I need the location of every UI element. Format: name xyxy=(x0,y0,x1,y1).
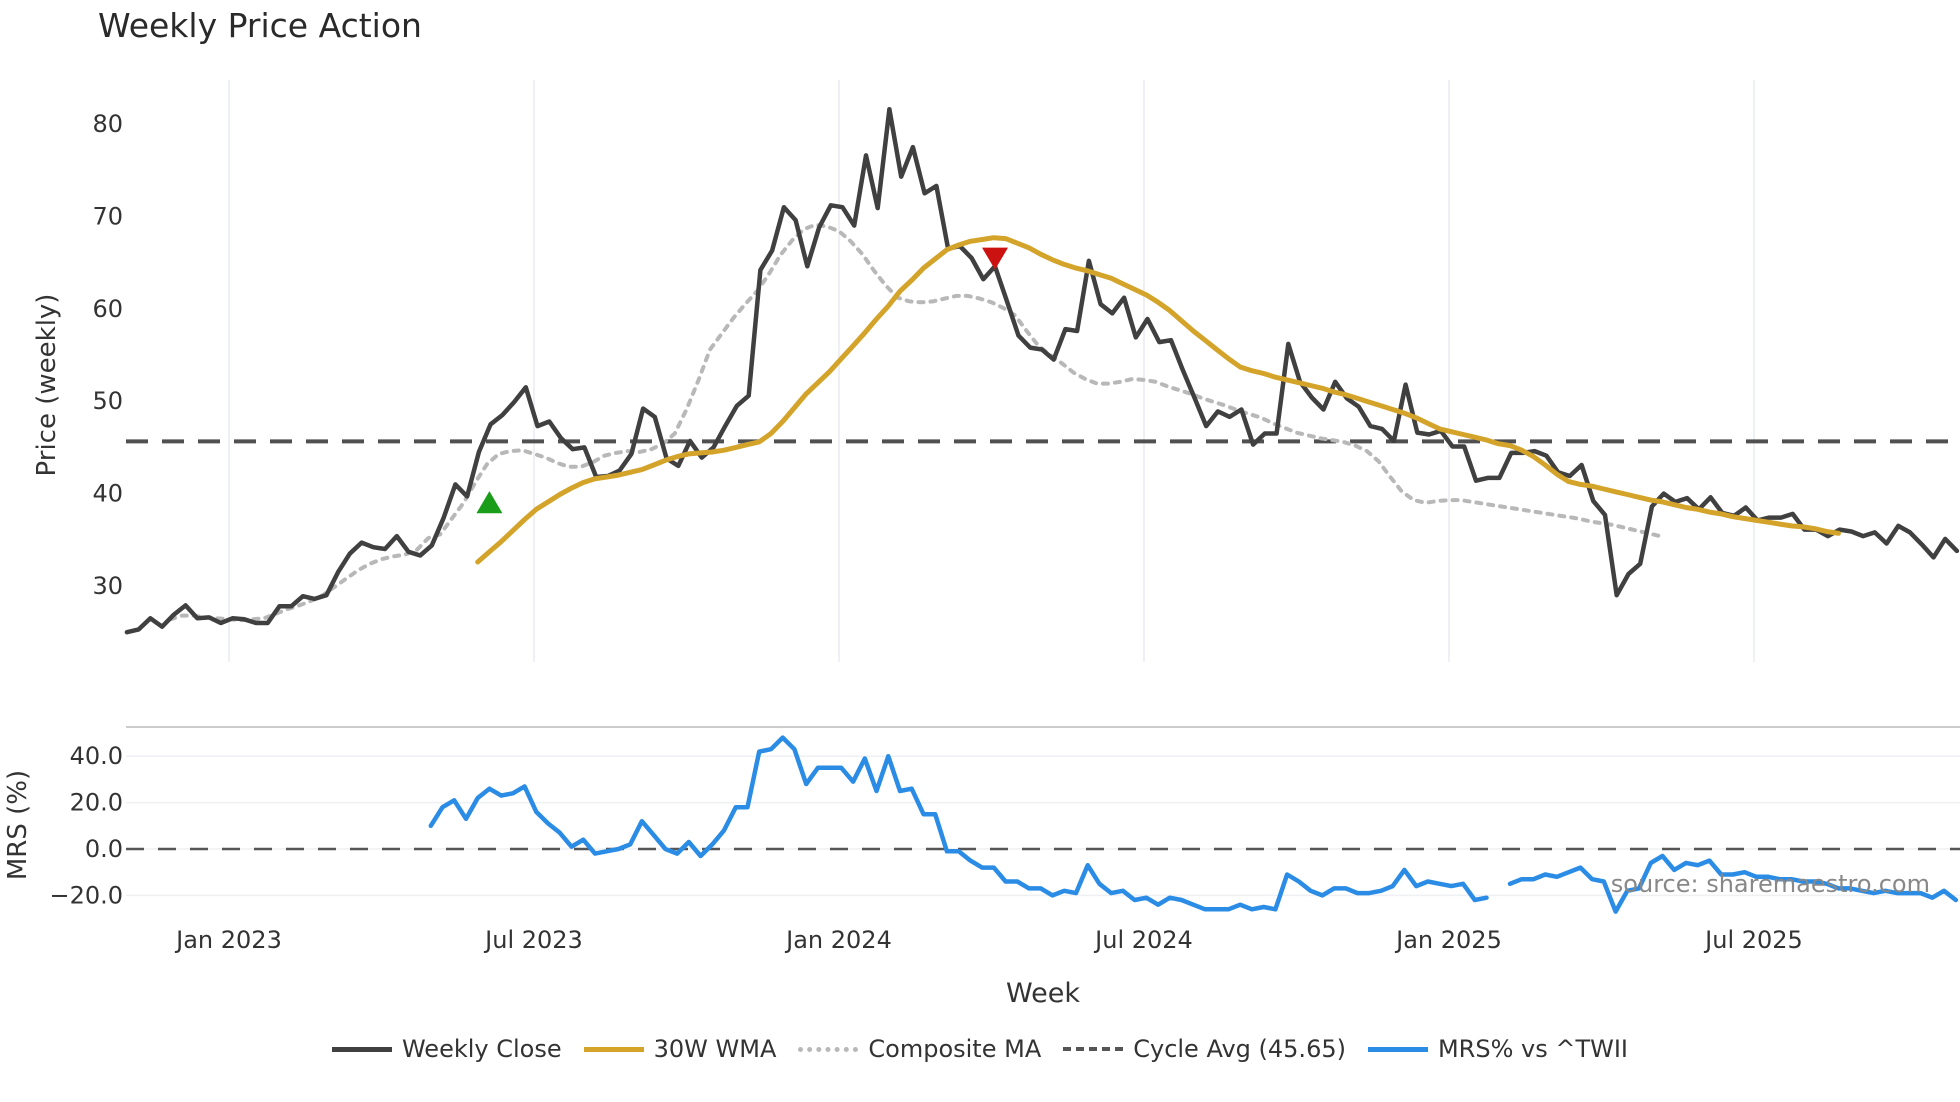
y-tick-label: 60 xyxy=(92,295,123,323)
chart-title: Weekly Price Action xyxy=(98,6,422,45)
x-tick-label: Jan 2023 xyxy=(174,926,282,954)
x-tick-label: Jul 2024 xyxy=(1093,926,1193,954)
source-watermark: source: sharemaestro.com xyxy=(1611,870,1930,898)
mrs-tick-label: −20.0 xyxy=(49,881,123,909)
x-tick-label: Jan 2024 xyxy=(784,926,892,954)
x-axis-ticks: Jan 2023 Jul 2023 Jan 2024 Jul 2024 Jan 2025… xyxy=(174,926,1803,954)
legend-label: 30W WMA xyxy=(653,1035,777,1063)
price-y-axis-label: Price (weekly) xyxy=(32,294,62,477)
buy-signal-icon xyxy=(476,491,503,514)
legend-item-cycle-avg[interactable]: Cycle Avg (45.65) xyxy=(1063,1035,1346,1063)
legend: Weekly Close 30W WMA Composite MA Cycle … xyxy=(0,1035,1960,1063)
weekly-close-line xyxy=(124,106,1960,635)
signal-markers xyxy=(476,247,1009,514)
wma-line xyxy=(475,235,1841,565)
mrs-y-axis-label: MRS (%) xyxy=(3,770,33,880)
legend-item-weekly-close[interactable]: Weekly Close xyxy=(331,1035,562,1063)
x-tick-label: Jul 2025 xyxy=(1703,926,1803,954)
y-tick-label: 50 xyxy=(92,387,123,415)
y-tick-label: 80 xyxy=(92,110,123,138)
x-tick-label: Jan 2025 xyxy=(1394,926,1502,954)
y-tick-label: 30 xyxy=(92,572,123,600)
legend-label: MRS% vs ^TWII xyxy=(1437,1035,1629,1063)
dashed-swatch-icon xyxy=(1063,1047,1124,1051)
line-swatch-icon xyxy=(1367,1046,1428,1052)
line-swatch-icon xyxy=(583,1046,644,1052)
legend-label: Cycle Avg (45.65) xyxy=(1133,1035,1346,1063)
composite-ma-line xyxy=(168,222,1663,623)
y-axis-ticks: 30 40 50 60 70 80 40.0 20.0 0.0 −20.0 xyxy=(49,110,123,909)
gridlines xyxy=(126,80,1960,897)
mrs-tick-label: 40.0 xyxy=(70,742,123,770)
y-tick-label: 70 xyxy=(92,202,123,230)
x-axis-label: Week xyxy=(1006,978,1080,1009)
price-chart: 30 40 50 60 70 80 40.0 20.0 0.0 −20.0 Jan 2023 Jul… xyxy=(3,80,1960,1009)
dotted-swatch-icon xyxy=(798,1046,859,1052)
sell-signal-icon xyxy=(982,247,1009,270)
mrs-tick-label: 0.0 xyxy=(85,835,123,863)
legend-item-composite-ma[interactable]: Composite MA xyxy=(798,1035,1041,1063)
legend-label: Weekly Close xyxy=(401,1035,562,1063)
series-lines xyxy=(124,106,1960,914)
y-tick-label: 40 xyxy=(92,480,123,508)
legend-item-30w-wma[interactable]: 30W WMA xyxy=(583,1035,777,1063)
line-swatch-icon xyxy=(331,1046,392,1052)
mrs-line xyxy=(428,735,1489,912)
legend-item-mrs[interactable]: MRS% vs ^TWII xyxy=(1367,1035,1629,1063)
mrs-tick-label: 20.0 xyxy=(70,789,123,817)
x-tick-label: Jul 2023 xyxy=(483,926,583,954)
legend-label: Composite MA xyxy=(868,1035,1042,1063)
mrs-line xyxy=(1507,853,1959,914)
